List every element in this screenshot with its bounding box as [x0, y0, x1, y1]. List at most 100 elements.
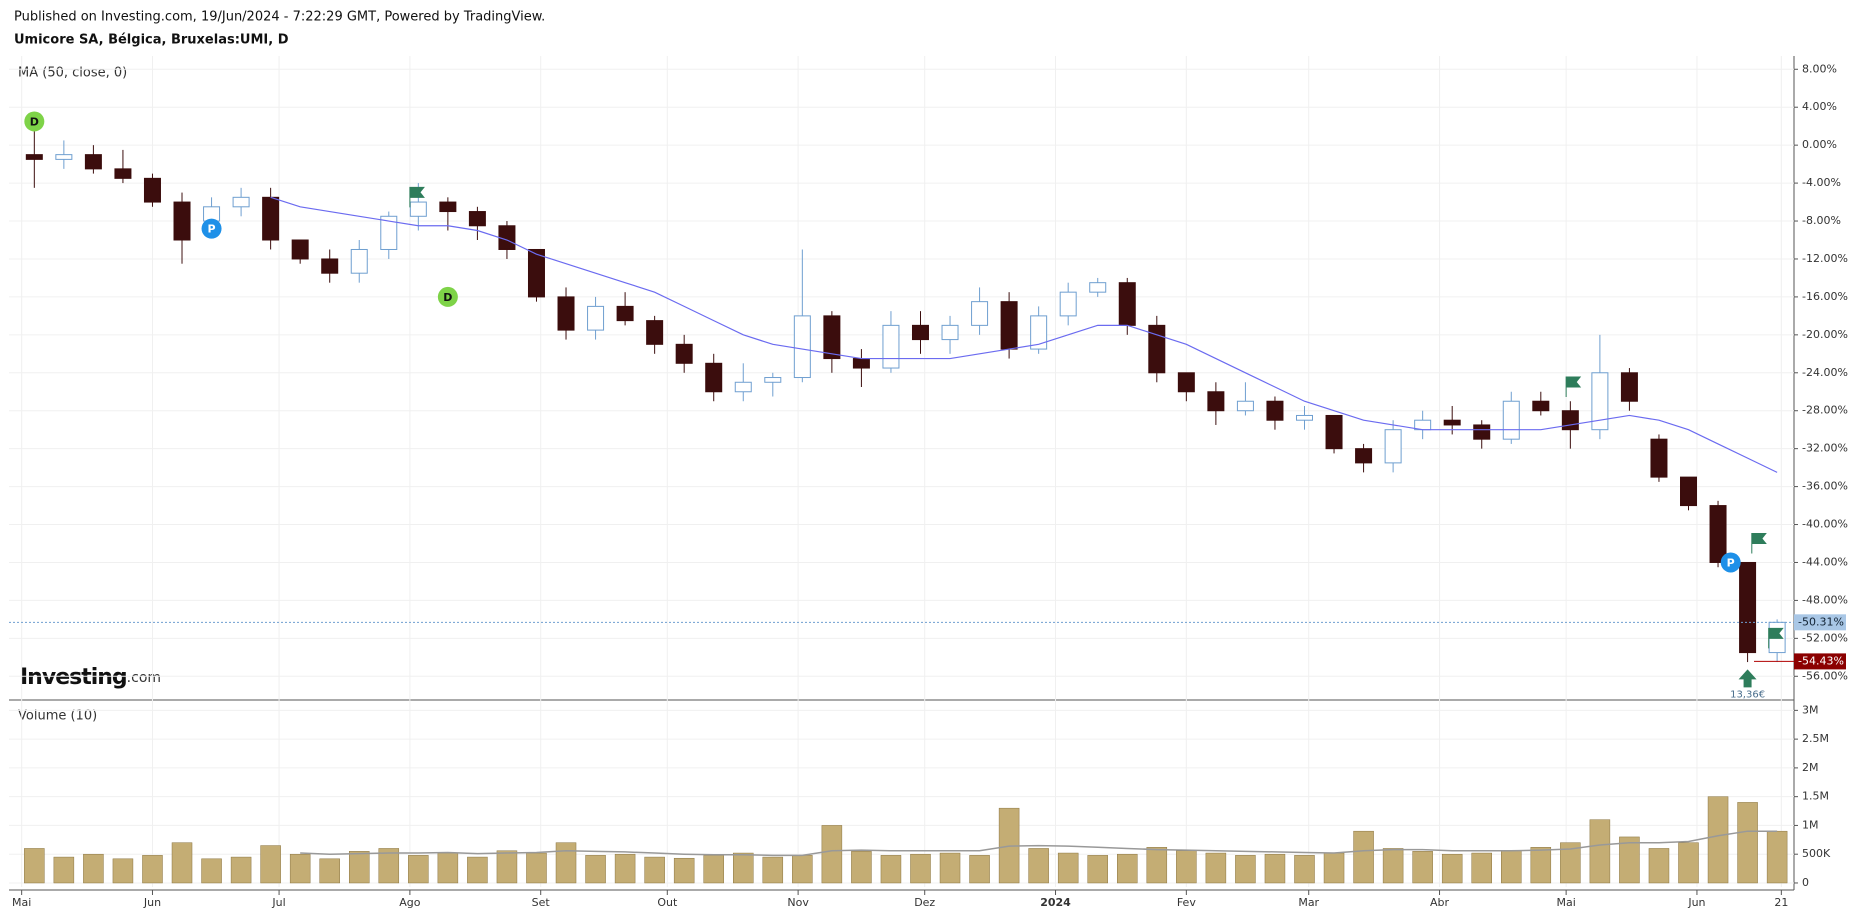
volume-bar — [733, 852, 754, 884]
candle-body — [734, 381, 752, 393]
logo-suffix: .com — [127, 670, 161, 686]
candle-body — [25, 154, 43, 160]
candle-body — [1443, 419, 1461, 426]
candle-body — [705, 362, 723, 393]
low-note: 13,36€ — [1730, 689, 1765, 700]
candle-body — [409, 201, 427, 217]
candle-body — [1148, 324, 1166, 374]
last-price-tag — [1794, 614, 1846, 631]
published-note: Published on Investing.com, 19/Jun/2024 … — [14, 10, 545, 25]
volume-bar — [378, 848, 400, 884]
volume-bar — [201, 858, 222, 884]
event-label: P — [208, 223, 216, 236]
volume-bar — [1589, 819, 1611, 884]
candle-body — [1591, 372, 1609, 431]
x-tick-label: Nov — [787, 896, 809, 909]
y-tick-label: 500K — [1802, 847, 1831, 860]
event-label: P — [1727, 556, 1735, 569]
volume-bar — [437, 852, 459, 884]
y-tick-label: 2.5M — [1802, 732, 1829, 745]
x-tick-label: 21 — [1774, 896, 1788, 909]
candle-body — [84, 154, 102, 170]
x-tick-label: Fev — [1177, 896, 1196, 909]
volume-bar — [939, 852, 961, 884]
y-tick-label: -4.00% — [1802, 176, 1841, 189]
candle-body — [350, 248, 368, 274]
candle-body — [262, 196, 280, 241]
y-tick-label: -48.00% — [1802, 593, 1848, 606]
y-tick-label: 0.00% — [1802, 138, 1837, 151]
x-tick-label: Jun — [143, 896, 161, 909]
x-tick-label: Jun — [1687, 896, 1705, 909]
candle-body — [1355, 448, 1373, 464]
candle-body — [1089, 282, 1107, 293]
low-price-label: -54.43% — [1798, 654, 1844, 667]
low-arrow — [1738, 669, 1757, 688]
candle-body — [1739, 561, 1757, 654]
volume-bar — [1353, 830, 1374, 884]
x-tick-label: Mai — [1556, 896, 1575, 909]
x-tick-label: Dez — [914, 896, 935, 909]
volume-bar — [467, 856, 488, 884]
candle-body — [764, 377, 782, 383]
volume-bar — [53, 856, 75, 884]
flag-icon — [409, 186, 425, 208]
volume-bar — [142, 855, 163, 884]
flag-icon — [1565, 376, 1582, 398]
volume-bar — [792, 855, 813, 884]
candle-body — [1177, 372, 1195, 393]
event-marker — [437, 286, 458, 307]
x-tick-label: Set — [532, 896, 551, 909]
volume-bar — [526, 852, 547, 884]
flag-icon — [1768, 627, 1784, 649]
y-tick-label: -36.00% — [1802, 480, 1848, 493]
candle-body — [114, 168, 132, 179]
volume-bar — [348, 851, 370, 884]
candle-body — [793, 315, 811, 379]
volume-bar — [1117, 853, 1138, 884]
volume-bar — [1441, 853, 1463, 884]
event-label: D — [443, 291, 452, 304]
volume-ma-line — [300, 830, 1778, 857]
volume-bar — [969, 855, 990, 884]
y-tick-label: -24.00% — [1802, 366, 1848, 379]
volume-bar — [821, 825, 843, 884]
y-tick-label: -20.00% — [1802, 328, 1848, 341]
last-price-label: -50.31% — [1798, 615, 1844, 628]
candle-body — [1502, 400, 1520, 440]
volume-bar — [230, 856, 252, 884]
volume-bar — [880, 855, 902, 884]
candle-body — [321, 258, 339, 274]
volume-bar — [171, 842, 193, 884]
volume-bar — [910, 853, 931, 884]
y-tick-label: 2M — [1802, 761, 1819, 774]
y-tick-label: 1.5M — [1802, 790, 1829, 803]
candle-body — [1059, 291, 1077, 317]
candle-body — [439, 201, 457, 213]
volume-bar — [1560, 842, 1581, 884]
candle-body — [1118, 282, 1136, 326]
volume-bar — [260, 845, 281, 884]
volume-bar — [24, 848, 45, 884]
candle-body — [587, 305, 605, 331]
y-tick-label: -52.00% — [1802, 631, 1848, 644]
x-tick-label: Jul — [271, 896, 285, 909]
volume-bar — [319, 858, 340, 884]
volume-bar — [703, 855, 724, 884]
volume-bar — [1264, 853, 1286, 884]
volume-bar — [112, 858, 134, 884]
candle-body — [852, 358, 870, 369]
volume-bar — [496, 850, 518, 884]
volume-bar — [1294, 855, 1315, 884]
volume-bar — [1087, 855, 1108, 884]
volume-bar — [1707, 796, 1729, 884]
candle-body — [173, 201, 191, 241]
volume-bar — [1323, 852, 1345, 884]
volume-bar — [1205, 852, 1227, 884]
volume-bar — [1028, 848, 1049, 884]
candle-body — [557, 296, 575, 331]
volume-bar — [1235, 855, 1256, 884]
volume-bar — [673, 857, 695, 884]
x-tick-label: Out — [657, 896, 678, 909]
